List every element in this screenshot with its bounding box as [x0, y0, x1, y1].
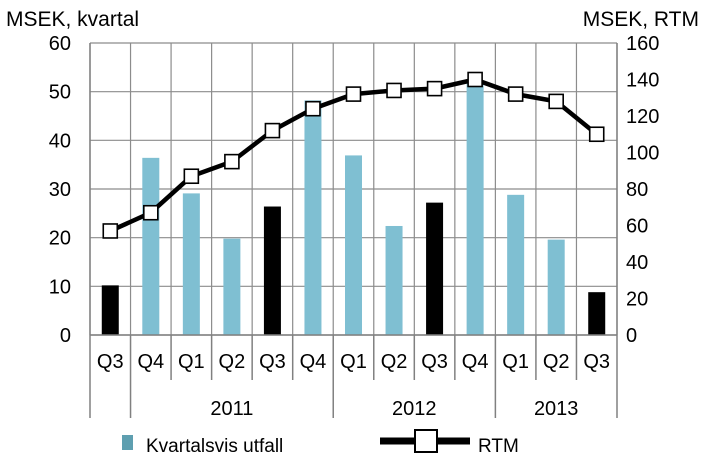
year-label: 2011: [210, 398, 253, 420]
bar-q2-7: [385, 225, 403, 335]
right-tick-label: 20: [626, 289, 648, 311]
rtm-marker: [224, 153, 240, 170]
left-tick-label: 0: [60, 325, 71, 347]
rtm-marker: [102, 223, 119, 239]
right-tick-label: 160: [626, 33, 659, 55]
right-tick-label: 120: [626, 106, 659, 128]
quarter-label: Q3: [97, 351, 124, 373]
bar-q4-1: [142, 157, 160, 335]
bar-q3-0: [101, 285, 119, 335]
right-axis-title: MSEK, RTM: [583, 8, 699, 31]
quarter-label: Q1: [178, 351, 205, 373]
bar-q2-11: [547, 239, 565, 335]
rtm-marker: [264, 122, 281, 139]
quarter-label: Q3: [583, 351, 610, 373]
left-tick-label: 60: [49, 33, 71, 55]
year-label: 2012: [392, 398, 437, 420]
bar-q3-8: [426, 202, 444, 335]
quarter-label: Q2: [543, 351, 570, 373]
rtm-marker: [426, 80, 443, 97]
quarter-label: Q4: [462, 351, 489, 373]
quarter-label: Q3: [421, 351, 448, 373]
quarter-label: Q2: [381, 351, 408, 373]
quarter-label: Q1: [340, 351, 367, 373]
rtm-marker: [143, 204, 159, 221]
rtm-marker: [305, 100, 321, 117]
rtm-marker: [507, 86, 524, 102]
right-tick-label: 0: [626, 325, 637, 347]
legend-label-kvartalsvis: Kvartalsvis utfall: [146, 436, 283, 457]
rtm-marker: [183, 168, 200, 185]
quarter-label: Q4: [137, 351, 164, 373]
quarter-label: Q4: [300, 351, 327, 373]
legend-marker-rtm: [414, 429, 438, 453]
year-label: 2013: [534, 398, 579, 420]
bar-q3-12: [588, 292, 606, 335]
left-axis-title: MSEK, kvartal: [6, 8, 139, 31]
right-tick-label: 60: [626, 216, 648, 238]
bar-series: [101, 82, 606, 335]
quarter-label: Q3: [259, 351, 286, 373]
quarter-label: Q1: [502, 351, 529, 373]
bar-q1-10: [507, 194, 525, 335]
rtm-line-series: [102, 71, 605, 239]
bar-q2-3: [223, 238, 241, 335]
rtm-marker: [588, 126, 605, 143]
left-tick-label: 30: [49, 179, 71, 201]
bar-q4-9: [466, 82, 484, 335]
bar-q1-2: [182, 193, 200, 335]
right-tick-label: 100: [626, 143, 659, 165]
legend-label-rtm: RTM: [478, 436, 519, 457]
bar-q3-4: [263, 206, 281, 335]
legend-swatch-kvartalsvis: [122, 435, 133, 450]
axes: 0 10 20 30 40 50 60 0 20 40 60 80 100 120 140 160 Q3 Q4 Q1…: [49, 33, 660, 420]
right-tick-label: 40: [626, 252, 648, 274]
left-tick-label: 20: [49, 228, 71, 250]
left-tick-label: 10: [49, 276, 71, 298]
rtm-marker: [345, 86, 362, 102]
left-tick-label: 50: [49, 82, 71, 104]
right-tick-label: 80: [626, 179, 648, 201]
left-tick-label: 40: [49, 130, 71, 152]
legend: Kvartalsvis utfall RTM: [122, 429, 519, 457]
bar-q4-5: [304, 100, 322, 335]
right-tick-label: 140: [626, 70, 659, 92]
bar-q1-6: [345, 155, 362, 335]
quarter-label: Q2: [219, 351, 246, 373]
rtm-marker: [386, 82, 402, 99]
rtm-marker: [548, 93, 564, 110]
rtm-marker: [467, 71, 483, 88]
